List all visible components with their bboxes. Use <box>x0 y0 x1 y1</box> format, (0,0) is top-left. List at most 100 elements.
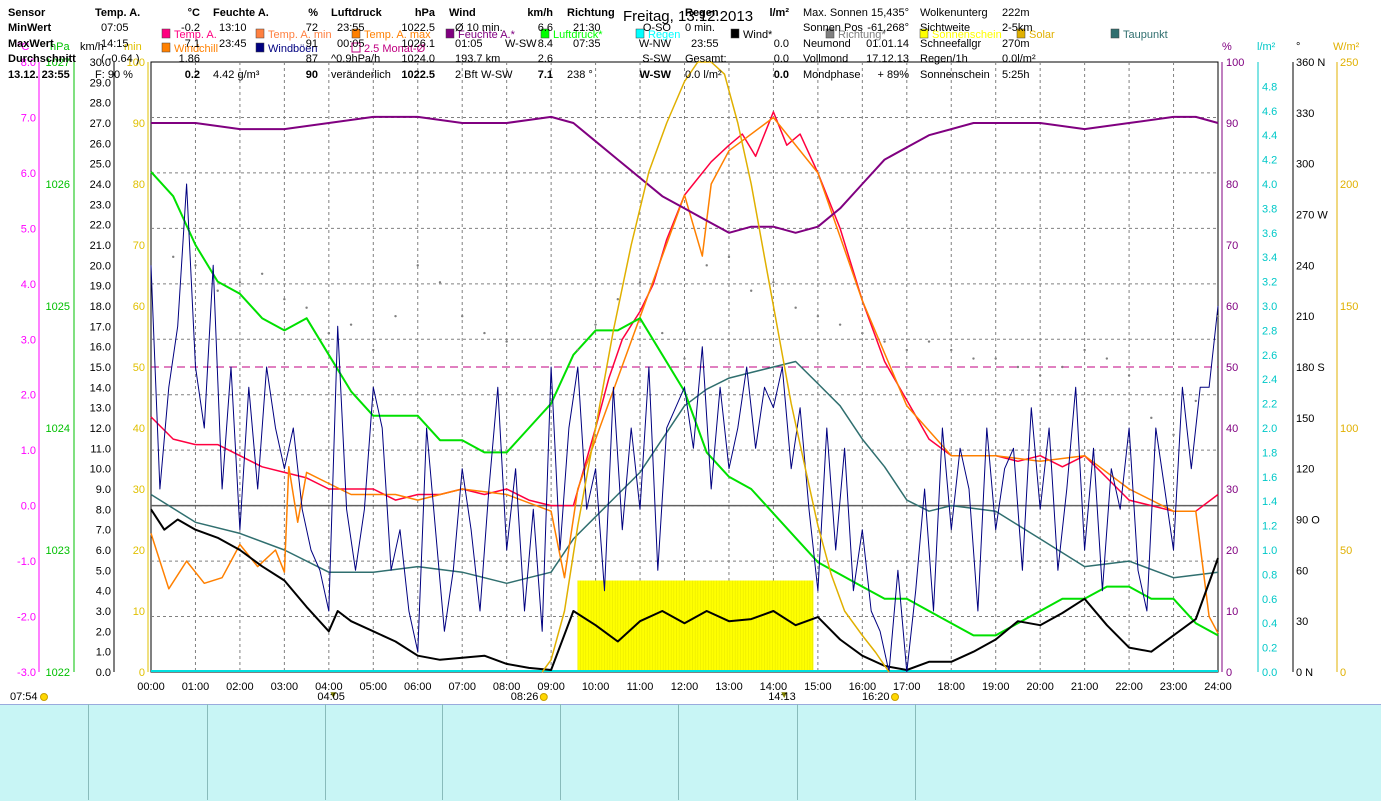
series-direction-point <box>461 314 464 318</box>
tick-kmh: 30.0 <box>90 57 111 69</box>
astro-value: -61,268° <box>867 22 909 35</box>
stats-col-weather: Wolkenunterg 222m Sichtweite 2-5km Schneef… <box>920 6 1038 83</box>
marker-label: 04:05 <box>317 691 345 703</box>
stats-value: 8.4 <box>537 37 553 50</box>
stats-time: 13:10 <box>219 22 247 35</box>
stats-time: 14:15 <box>101 37 129 50</box>
tick-celsius: -3.0 <box>17 667 36 679</box>
tick-solar: 50 <box>1340 545 1352 557</box>
tick-kmh: 5.0 <box>96 565 111 577</box>
legend-label: Richtung* <box>838 29 886 41</box>
series-direction-point <box>1150 416 1153 420</box>
tick-pct: 80 <box>1226 179 1238 191</box>
stats-divider <box>678 704 679 800</box>
tick-rain: 1.8 <box>1262 447 1277 459</box>
stats-divider <box>442 704 443 800</box>
tick-celsius: 7.0 <box>21 112 36 124</box>
marker-moon-icon: ▼ <box>328 690 338 701</box>
tick-celsius: 0.0 <box>21 501 36 513</box>
time-markers: 07:54 ▼04:05 08:26 ▼14:13 16:20 <box>10 690 900 703</box>
stats-value: 91 <box>305 37 318 50</box>
tick-solar: 150 <box>1340 301 1358 313</box>
tick-kmh: 14.0 <box>90 382 111 394</box>
stats-dir: W-SW <box>505 37 537 50</box>
series-direction-point <box>727 255 731 259</box>
series-direction-point <box>349 323 353 326</box>
astro-label: Neumond <box>803 37 851 50</box>
stats-divider <box>88 704 89 800</box>
series-direction-point <box>638 281 642 284</box>
series-direction-point <box>927 340 931 343</box>
weather-label: Regen/1h <box>920 53 968 66</box>
marker-label: 14:13 <box>768 691 796 703</box>
x-tick-label: 17:00 <box>893 681 921 693</box>
tick-kmh: 18.0 <box>90 301 111 313</box>
legend-key <box>730 28 740 39</box>
stats-value: 1024.0 <box>401 53 435 66</box>
series-humidity <box>151 115 1219 234</box>
x-tick-label: 11:00 <box>627 681 654 693</box>
stats-col-astro: Max. Sonnen 15,435° Sonnen Pos -61,268° Ne… <box>803 6 909 83</box>
tick-kmh: 3.0 <box>96 606 111 618</box>
stats-note: 193.7 km <box>455 53 501 66</box>
stats-note: 4.42 g/m³ <box>213 68 260 81</box>
stats-note: veränderlich <box>331 68 391 81</box>
marker-label: 07:54 <box>10 691 38 703</box>
unit-min: min <box>124 41 142 53</box>
tick-kmh: 0.0 <box>96 667 111 679</box>
legend-key <box>255 42 265 53</box>
tick-kmh: 24.0 <box>90 179 111 191</box>
tick-rain: 4.4 <box>1262 130 1277 142</box>
tick-pct: 40 <box>1226 423 1238 435</box>
tick-pct: 10 <box>1226 606 1238 618</box>
series-direction-point <box>305 306 308 309</box>
series-direction-point <box>838 323 842 326</box>
tick-min: 90 <box>133 118 145 130</box>
tick-rain: 3.8 <box>1262 203 1277 215</box>
tick-rain: 3.4 <box>1262 252 1277 264</box>
legend-label: Sonnenschein <box>932 29 1002 41</box>
stats-time: 00:05 <box>337 37 365 50</box>
stats-note: 0.0 l/m² <box>685 68 722 81</box>
tick-pct: 90 <box>1226 118 1238 130</box>
stats-col-direction: Richtung 21:30 O-SO 07:35 W-NW S-SW 238 ° W… <box>567 6 671 83</box>
series-direction-point <box>416 264 419 267</box>
tick-direction: 300 <box>1296 159 1314 171</box>
tick-direction: 210 <box>1296 311 1314 323</box>
stats-note: 238 ° <box>567 68 593 81</box>
tick-direction: 360 N <box>1296 57 1325 69</box>
tick-direction: 270 W <box>1296 210 1328 222</box>
tick-kmh: 19.0 <box>90 281 111 293</box>
stats-col-wind: Wind km/h Ø 10 min. 6.6 01:05 W-SW 8.4 193.7… <box>449 6 553 83</box>
stats-value: 6.6 <box>537 22 553 35</box>
tick-rain: 2.0 <box>1262 423 1277 435</box>
stats-value: 1022.5 <box>401 22 435 35</box>
stats-current: 0.2 <box>184 68 200 81</box>
unit-celsius: °C <box>17 41 29 53</box>
tick-celsius: -1.0 <box>17 556 36 568</box>
series-direction-point <box>772 281 775 284</box>
astro-value: 15,435° <box>870 7 909 19</box>
marker-sunrise-icon <box>539 693 548 701</box>
x-tick-label: 06:00 <box>404 681 432 693</box>
legend-key <box>1016 28 1026 39</box>
stats-dir: S-SW <box>642 53 671 66</box>
series-direction-point <box>661 331 664 335</box>
series-gust <box>150 183 1219 673</box>
series-direction-point <box>861 331 864 335</box>
series-direction-point <box>749 289 753 292</box>
stats-value: 72 <box>305 22 318 35</box>
tick-celsius: 2.0 <box>21 390 36 402</box>
unit-deg: ° <box>1296 41 1300 53</box>
tick-kmh: 15.0 <box>90 362 111 374</box>
stats-time: 07:05 <box>101 22 129 35</box>
tick-kmh: 12.0 <box>90 423 111 435</box>
tick-direction: 0 N <box>1296 667 1313 679</box>
tick-kmh: 20.0 <box>90 260 111 272</box>
stats-header: Sensor <box>8 7 46 19</box>
stats-unit: hPa <box>414 7 435 19</box>
legend-key <box>1110 28 1120 39</box>
weather-chart: Freitag, 13.12.2013 Temp. A. Temp. A. min… <box>10 8 1360 703</box>
tick-pct: 60 <box>1226 301 1238 313</box>
tick-solar: 200 <box>1340 179 1358 191</box>
